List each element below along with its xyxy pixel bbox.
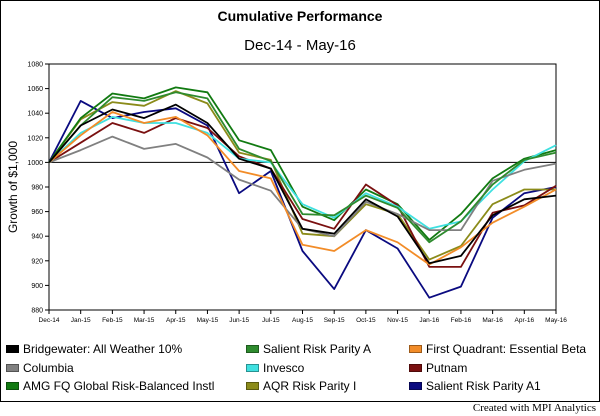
legend-swatch bbox=[409, 345, 422, 353]
legend-item: Columbia bbox=[6, 361, 74, 375]
series-line-salient-risk-parity-a1 bbox=[48, 100, 557, 299]
legend-item: First Quadrant: Essential Beta bbox=[409, 342, 586, 356]
y-tick-label: 900 bbox=[31, 283, 43, 290]
legend-swatch bbox=[6, 382, 19, 390]
y-axis-label: Growth of $1,000 bbox=[6, 141, 20, 233]
legend: Bridgewater: All Weather 10% Salient Risk… bbox=[6, 342, 586, 393]
y-tick-label: 1020 bbox=[27, 135, 43, 142]
series-line-invesco bbox=[48, 116, 557, 230]
legend-label: Salient Risk Parity A bbox=[263, 342, 372, 356]
legend-swatch bbox=[6, 364, 19, 372]
y-tick-label: 1080 bbox=[27, 62, 43, 69]
x-tick-label: Dec-14 bbox=[39, 317, 60, 324]
legend-label: First Quadrant: Essential Beta bbox=[426, 342, 587, 356]
x-tick-label: May-15 bbox=[197, 317, 219, 324]
y-tick-label: 1040 bbox=[27, 111, 43, 118]
y-tick-label: 940 bbox=[31, 234, 43, 241]
x-tick-label: Feb-15 bbox=[102, 317, 123, 324]
legend-label: AQR Risk Parity I bbox=[263, 379, 357, 393]
series-line-salient-risk-parity-a bbox=[48, 91, 557, 244]
legend-swatch bbox=[246, 382, 259, 390]
legend-label: Invesco bbox=[263, 361, 305, 375]
legend-item: AQR Risk Parity I bbox=[246, 379, 356, 393]
series-line-putnam bbox=[48, 117, 557, 268]
legend-label: AMG FQ Global Risk-Balanced Instl bbox=[23, 379, 215, 393]
series-line-bridgewater-all-weather-10 bbox=[48, 103, 557, 265]
chart-subtitle: Dec-14 - May-16 bbox=[244, 37, 356, 54]
x-tick-label: Feb-16 bbox=[451, 317, 472, 324]
legend-label: Putnam bbox=[426, 361, 468, 375]
x-tick-label: Apr-15 bbox=[166, 317, 186, 324]
legend-item: Putnam bbox=[409, 361, 467, 375]
legend-item: Bridgewater: All Weather 10% bbox=[6, 342, 182, 356]
legend-swatch bbox=[246, 364, 259, 372]
legend-label: Salient Risk Parity A1 bbox=[426, 379, 541, 393]
x-tick-label: Apr-16 bbox=[515, 317, 535, 324]
x-tick-label: Jun-15 bbox=[229, 317, 249, 324]
legend-label: Bridgewater: All Weather 10% bbox=[23, 342, 183, 356]
x-tick-label: Oct-15 bbox=[356, 317, 376, 324]
x-tick-label: Jul-15 bbox=[262, 317, 280, 324]
legend-item: Invesco bbox=[246, 361, 304, 375]
x-tick-label: Jan-15 bbox=[71, 317, 91, 324]
x-tick-label: Mar-15 bbox=[134, 317, 155, 324]
chart-title: Cumulative Performance bbox=[217, 8, 383, 24]
legend-swatch bbox=[246, 345, 259, 353]
legend-swatch bbox=[6, 345, 19, 353]
credit-text: Created with MPI Analytics bbox=[472, 402, 596, 414]
x-tick-label: Nov-15 bbox=[387, 317, 408, 324]
legend-item: AMG FQ Global Risk-Balanced Instl bbox=[6, 379, 214, 393]
y-tick-label: 1000 bbox=[27, 160, 43, 167]
series-line-aqr-risk-parity-i bbox=[48, 90, 556, 261]
x-tick-label: Sep-15 bbox=[324, 317, 345, 324]
y-tick-label: 880 bbox=[31, 308, 43, 315]
series-line-first-quadrant-essential-beta bbox=[48, 111, 557, 266]
legend-swatch bbox=[409, 382, 422, 390]
series-line-amg-fq-global-risk-balanced-instl bbox=[48, 86, 557, 241]
y-tick-label: 960 bbox=[31, 209, 43, 216]
x-tick-label: May-16 bbox=[545, 317, 567, 324]
x-tick-label: Aug-15 bbox=[292, 317, 313, 324]
legend-item: Salient Risk Parity A bbox=[246, 342, 371, 356]
y-tick-label: 920 bbox=[31, 258, 43, 265]
x-tick-label: Jan-16 bbox=[419, 317, 439, 324]
legend-swatch bbox=[409, 364, 422, 372]
line-chart: 880 900 920 940 960 980 1000 1020 1040 1060 1080 De… bbox=[6, 62, 567, 325]
legend-label: Columbia bbox=[23, 361, 74, 375]
legend-item: Salient Risk Parity A1 bbox=[409, 379, 541, 393]
y-tick-label: 1060 bbox=[27, 86, 43, 93]
x-tick-label: Mar-16 bbox=[482, 317, 503, 324]
y-tick-label: 980 bbox=[31, 185, 43, 192]
